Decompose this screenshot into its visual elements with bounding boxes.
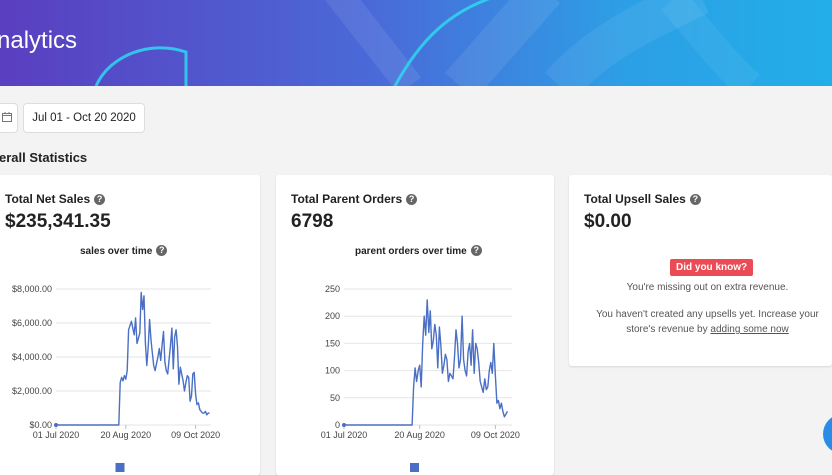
parent-orders-card: Total Parent Orders? 6798 parent orders … — [276, 175, 554, 475]
x-tick-label: 09 Oct 2020 — [171, 430, 220, 440]
calendar-icon — [2, 112, 12, 122]
x-tick-label: 01 Jul 2020 — [33, 430, 80, 440]
missing-revenue-text: You're missing out on extra revenue. — [626, 282, 789, 293]
orders-chart-title: parent orders over time? — [355, 245, 482, 257]
help-icon[interactable]: ? — [689, 194, 701, 205]
upsell-body-text: You haven't created any upsells yet. Inc… — [569, 307, 832, 337]
orders-chart-title-text: parent orders over time — [355, 246, 467, 257]
y-tick-label: 100 — [325, 366, 340, 376]
help-icon[interactable]: ? — [156, 245, 168, 256]
did-you-know-badge: Did you know? — [670, 259, 754, 276]
x-tick-label: 20 Aug 2020 — [394, 430, 445, 440]
help-icon[interactable]: ? — [406, 194, 418, 205]
orders-line-chart: 0 50 100 150 200 250 01 Jul 2020 20 Aug 2020 09 … — [321, 284, 520, 472]
y-tick-label: $2,000.00 — [12, 386, 52, 396]
sales-chart-title: sales over time? — [80, 245, 168, 257]
y-tick-label: 50 — [330, 393, 340, 403]
sales-line-chart: $0.00 $2,000.00 $4,000.00 $6,000.00 $8,000.0… — [12, 284, 220, 472]
net-sales-card: Total Net Sales? $235,341.35 sales over … — [0, 175, 260, 475]
upsell-sales-card: Total Upsell Sales? $0.00 Did you know? … — [569, 175, 832, 366]
help-icon[interactable]: ? — [470, 245, 482, 256]
upsell-sales-title-text: Total Upsell Sales — [584, 192, 686, 206]
upsell-sales-value: $0.00 — [584, 211, 632, 232]
banner-decoration — [94, 0, 760, 86]
calendar-button[interactable] — [0, 103, 18, 133]
chat-bubble-button[interactable] — [823, 414, 832, 454]
help-icon[interactable]: ? — [94, 194, 106, 205]
series-line — [56, 291, 210, 426]
upsell-sales-title: Total Upsell Sales? — [584, 192, 701, 206]
x-tick-label: 20 Aug 2020 — [101, 430, 152, 440]
upsell-body-line2: store's revenue by — [626, 324, 711, 335]
y-tick-label: $0.00 — [29, 420, 52, 430]
y-tick-label: $8,000.00 — [12, 284, 52, 294]
y-tick-label: $6,000.00 — [12, 318, 52, 328]
header-banner: nalytics — [0, 0, 832, 86]
y-tick-label: 0 — [335, 420, 340, 430]
section-heading: erall Statistics — [0, 150, 88, 165]
page-title: nalytics — [0, 27, 78, 54]
net-sales-value: $235,341.35 — [5, 211, 111, 232]
net-sales-title-text: Total Net Sales — [5, 192, 91, 206]
y-tick-label: 250 — [325, 284, 340, 294]
date-range-button[interactable]: Jul 01 - Oct 20 2020 — [23, 103, 145, 133]
x-tick-label: 01 Jul 2020 — [321, 430, 368, 440]
y-tick-label: 200 — [325, 311, 340, 321]
parent-orders-value: 6798 — [291, 211, 334, 232]
x-tick-label: 09 Oct 2020 — [471, 430, 520, 440]
series-start-point — [342, 423, 346, 427]
y-tick-label: $4,000.00 — [12, 352, 52, 362]
parent-orders-title-text: Total Parent Orders — [291, 192, 403, 206]
series-start-point — [54, 423, 58, 427]
add-upsells-link[interactable]: adding some now — [710, 324, 789, 335]
parent-orders-title: Total Parent Orders? — [291, 192, 418, 206]
upsell-body-line1: You haven't created any upsells yet. Inc… — [596, 309, 819, 320]
series-line — [344, 299, 509, 426]
y-tick-label: 150 — [325, 338, 340, 348]
sales-chart-title-text: sales over time — [80, 246, 153, 257]
net-sales-title: Total Net Sales? — [5, 192, 106, 206]
